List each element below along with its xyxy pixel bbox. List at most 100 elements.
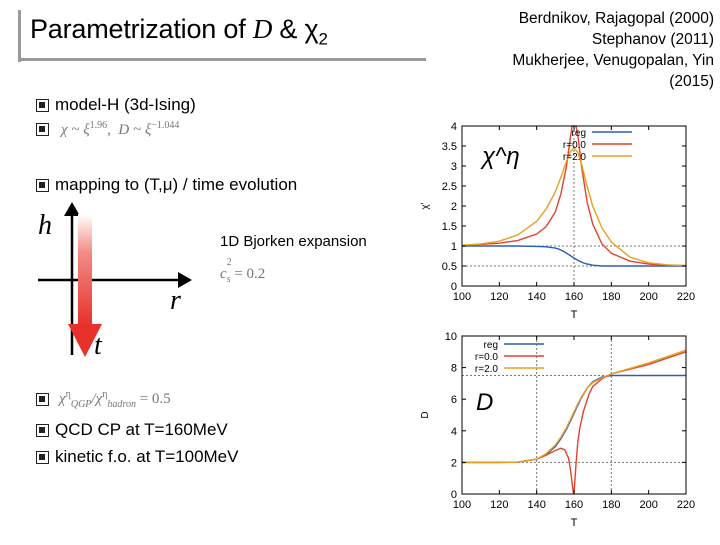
series-line-reg xyxy=(462,245,686,267)
y-tick-label: 2 xyxy=(451,457,457,469)
y-tick-label: 6 xyxy=(451,394,457,406)
x-tick-label: 120 xyxy=(490,291,508,303)
x-tick-label: 160 xyxy=(565,499,583,511)
legend-label: reg xyxy=(572,128,586,139)
x-tick-label: 100 xyxy=(453,499,471,511)
y-axis-label: D xyxy=(420,411,431,418)
y-tick-label: 8 xyxy=(451,363,457,375)
bullet-mapping: mapping to (T,μ) / time evolution xyxy=(36,175,297,195)
title-rule-horizontal xyxy=(18,58,426,61)
bullet-box-icon xyxy=(36,393,49,406)
references: Berdnikov, Rajagopal (2000) Stephanov (2… xyxy=(512,8,714,92)
label-t: t xyxy=(94,330,102,361)
title-amp: & xyxy=(272,14,305,44)
y-tick-label: 2 xyxy=(451,201,457,213)
reference-4: (2015) xyxy=(669,73,714,90)
ratio-lhs: χ xyxy=(59,391,66,407)
plot-d-svg: 100 120 140 160 180 200 220 0 2 4 6 8 10 T D Dregr=0.0r… xyxy=(420,331,695,529)
scaling-formula: χ ~ ξ1.96, D ~ ξ−1.044 xyxy=(61,120,179,139)
reference-2: Stephanov (2011) xyxy=(591,31,714,48)
bullet-qcd-cp-text: QCD CP at T=160MeV xyxy=(55,420,228,439)
reference-3: Mukherjee, Venugopalan, Yin xyxy=(512,52,714,69)
ratio-lhs-sup: η xyxy=(65,389,71,400)
y-tick-label: 3 xyxy=(451,161,457,173)
legend-label: r=2.0 xyxy=(563,152,587,163)
legend-label: reg xyxy=(484,340,498,351)
bullet-box-icon xyxy=(36,98,49,112)
y-axis-label: χ' xyxy=(420,202,431,209)
bullet-model-h-text: model-H (3d-Ising) xyxy=(55,95,196,114)
series-line-r20 xyxy=(462,349,687,464)
y-tick-label: 4 xyxy=(451,426,457,438)
y-tick-label: 1.5 xyxy=(442,221,457,233)
series-line-r20 xyxy=(461,146,687,267)
bullet-mapping-text: mapping to (T,μ) / time evolution xyxy=(55,175,298,194)
scaling-comma: , xyxy=(107,122,111,138)
cs2-sup: 2 xyxy=(226,257,232,268)
x-tick-label: 200 xyxy=(639,499,657,511)
legend-label: r=0.0 xyxy=(563,140,587,151)
bullet-kinetic: kinetic f.o. at T=100MeV xyxy=(36,447,238,467)
time-arrow-shaft xyxy=(78,214,92,326)
plot-annotation: D xyxy=(476,389,493,416)
bullet-qcd-cp: QCD CP at T=160MeV xyxy=(36,420,228,440)
scaling-d: D ~ ξ xyxy=(118,122,152,138)
bullet-kinetic-text: kinetic f.o. at T=100MeV xyxy=(55,447,239,466)
scaling-d-exp: −1.044 xyxy=(151,120,180,131)
x-tick-label: 120 xyxy=(490,499,508,511)
scaling-chi-exp: 1.96 xyxy=(89,120,108,131)
legend-label: r=2.0 xyxy=(475,364,499,375)
bullet-ratio: χηQGP/χηhadron = 0.5 xyxy=(36,389,171,410)
cs2-sub: s xyxy=(226,274,231,285)
x-tick-label: 220 xyxy=(677,291,695,303)
bullet-box-icon xyxy=(36,450,49,464)
series-line-reg xyxy=(462,374,686,464)
title-var-d: D xyxy=(252,14,273,44)
plot-chi-svg: 100 120 140 160 180 200 220 0 0.5 1 1.5 2 2.5 3 3.5 4 Tχ… xyxy=(420,121,695,321)
x-tick-label: 180 xyxy=(602,291,620,303)
y-tick-label: 1 xyxy=(451,241,457,253)
bullet-box-icon xyxy=(36,178,49,192)
x-tick-label: 180 xyxy=(602,499,620,511)
ratio-rhs-sub: hadron xyxy=(107,399,136,410)
y-tick-label: 0 xyxy=(451,281,457,293)
y-tick-label: 0 xyxy=(451,489,457,501)
bjorken-label: 1D Bjorken expansion xyxy=(220,233,367,250)
x-tick-label: 100 xyxy=(453,291,471,303)
h-axis-arrowhead xyxy=(64,202,80,216)
r-axis-arrowhead xyxy=(178,272,192,288)
title-var-chi: χ xyxy=(304,14,319,44)
slide-title: Parametrization of D & χ2 xyxy=(30,14,328,49)
cs2-c: c xyxy=(220,266,227,282)
bullet-scaling: χ ~ ξ1.96, D ~ ξ−1.044 xyxy=(36,120,179,139)
x-tick-label: 140 xyxy=(527,499,545,511)
reference-1: Berdnikov, Rajagopal (2000) xyxy=(518,10,714,27)
y-tick-label: 0.5 xyxy=(442,261,457,273)
time-arrow-head xyxy=(68,324,102,357)
bullet-model-h: model-H (3d-Ising) xyxy=(36,95,196,115)
y-tick-label: 10 xyxy=(445,331,457,343)
x-axis-label: T xyxy=(571,517,578,529)
time-evolution-diagram xyxy=(38,202,192,357)
ratio-formula: χηQGP/χηhadron = 0.5 xyxy=(59,389,171,410)
legend-label: r=0.0 xyxy=(475,352,499,363)
x-tick-label: 200 xyxy=(639,291,657,303)
label-h: h xyxy=(38,210,52,241)
x-tick-label: 220 xyxy=(677,499,695,511)
scaling-chi: χ ~ ξ xyxy=(61,122,90,138)
title-rule-vertical xyxy=(18,10,21,62)
ratio-eq: = 0.5 xyxy=(135,391,171,407)
x-tick-label: 160 xyxy=(565,291,583,303)
y-tick-label: 4 xyxy=(451,121,457,133)
label-r: r xyxy=(170,285,181,316)
ratio-slash: /χ xyxy=(91,391,103,407)
x-tick-label: 140 xyxy=(527,291,545,303)
bullet-box-icon xyxy=(36,423,49,437)
y-tick-label: 3.5 xyxy=(442,141,457,153)
ratio-lhs-sub: QGP xyxy=(70,399,92,410)
cs2-value: = 0.2 xyxy=(230,266,266,282)
plot-annotation: χ^η xyxy=(480,143,520,170)
